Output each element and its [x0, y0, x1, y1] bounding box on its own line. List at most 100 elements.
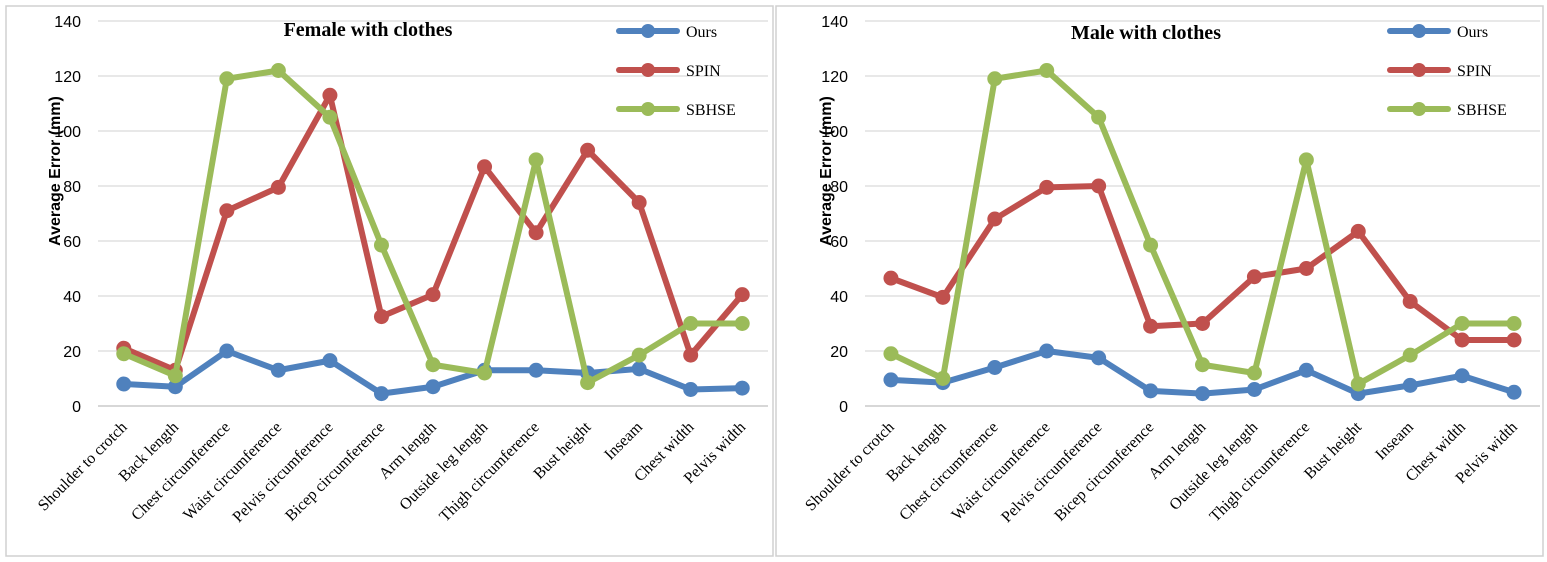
gridlines	[98, 20, 768, 352]
y-tick-label: 20	[830, 344, 848, 361]
y-tick-label: 120	[821, 69, 848, 86]
data-point-spin	[1350, 223, 1366, 239]
data-point-ours	[322, 353, 338, 369]
legend-marker-ours	[641, 24, 655, 38]
data-point-ours	[270, 362, 286, 378]
data-point-spin	[1195, 316, 1210, 331]
panel-frame	[5, 5, 774, 557]
data-point-spin	[1091, 178, 1107, 194]
data-point-spin	[683, 347, 699, 363]
data-point-ours	[1402, 377, 1418, 393]
data-point-sbhse	[734, 316, 750, 331]
data-point-ours	[219, 343, 235, 359]
data-point-spin	[883, 270, 899, 286]
data-point-spin	[987, 211, 1003, 227]
data-point-ours	[167, 379, 183, 395]
data-point-sbhse	[528, 152, 544, 168]
y-tick-label: 100	[821, 124, 848, 141]
y-tick-label: 0	[72, 399, 81, 416]
data-point-sbhse	[631, 347, 647, 363]
y-tick-label: 120	[54, 69, 81, 86]
data-point-sbhse	[580, 375, 596, 391]
data-point-spin	[1246, 269, 1262, 285]
data-point-sbhse	[883, 346, 899, 362]
legend: Ours SPIN SBHSE	[616, 24, 736, 119]
y-tick-label: 40	[830, 289, 848, 306]
data-point-sbhse	[425, 357, 441, 373]
data-point-sbhse	[1350, 376, 1366, 392]
series-ours	[883, 343, 1522, 402]
data-point-sbhse	[1143, 237, 1159, 253]
data-point-sbhse	[219, 71, 235, 87]
data-point-sbhse	[987, 71, 1003, 87]
data-point-ours	[631, 361, 647, 377]
data-point-sbhse	[1039, 63, 1055, 78]
y-axis-label: Average Error (mm)	[47, 96, 64, 246]
data-point-ours	[1246, 382, 1262, 397]
data-point-sbhse	[1091, 109, 1107, 125]
y-tick-label: 0	[839, 399, 848, 416]
data-point-ours	[987, 360, 1003, 375]
legend-marker-sbhse	[1412, 102, 1426, 116]
data-point-ours	[116, 376, 132, 392]
y-tick-label: 60	[63, 234, 81, 251]
legend-marker-ours	[1412, 24, 1426, 38]
data-point-sbhse	[477, 365, 493, 381]
y-tick-label: 60	[830, 234, 848, 251]
data-point-spin	[425, 287, 441, 303]
data-point-sbhse	[1298, 152, 1314, 168]
data-point-spin	[1039, 179, 1055, 195]
data-point-sbhse	[1402, 347, 1418, 363]
data-point-ours	[1039, 343, 1055, 359]
data-point-sbhse	[270, 63, 286, 78]
legend-label-ours: Ours	[1457, 24, 1488, 41]
data-point-ours	[373, 386, 389, 402]
series-sbhse	[883, 63, 1522, 392]
y-tick-label: 140	[54, 14, 81, 31]
y-tick-label: 40	[63, 289, 81, 306]
data-point-spin	[528, 225, 544, 241]
legend-marker-spin	[1412, 63, 1426, 77]
data-point-spin	[219, 203, 235, 219]
data-point-ours	[683, 382, 699, 397]
data-point-spin	[1402, 294, 1418, 309]
y-tick-label: 20	[63, 344, 81, 361]
legend-label-sbhse: SBHSE	[686, 102, 736, 119]
data-point-spin	[373, 309, 389, 325]
y-tick-label: 140	[821, 14, 848, 31]
data-point-spin	[1454, 332, 1470, 348]
data-point-ours	[528, 362, 544, 378]
y-tick-label: 80	[63, 179, 81, 196]
y-tick-label: 80	[830, 179, 848, 196]
legend-label-spin: SPIN	[1457, 63, 1492, 80]
legend-marker-spin	[641, 63, 655, 77]
data-point-ours	[1506, 384, 1522, 400]
data-point-sbhse	[167, 368, 183, 384]
series-sbhse	[116, 63, 750, 391]
legend: Ours SPIN SBHSE	[1387, 24, 1507, 119]
chart-title: Female with clothes	[284, 19, 453, 41]
data-point-spin	[580, 142, 596, 158]
data-point-spin	[631, 195, 647, 210]
legend-label-spin: SPIN	[686, 63, 721, 80]
data-point-spin	[935, 289, 951, 305]
data-point-ours	[1454, 368, 1470, 384]
series-spin	[883, 178, 1522, 348]
data-point-sbhse	[935, 371, 951, 386]
data-point-spin	[270, 179, 286, 195]
data-point-spin	[322, 87, 338, 103]
data-point-ours	[1195, 386, 1210, 402]
data-point-sbhse	[373, 237, 389, 253]
data-point-sbhse	[1246, 365, 1262, 381]
data-point-sbhse	[1506, 316, 1522, 331]
data-point-ours	[1091, 350, 1107, 366]
data-point-ours	[1143, 383, 1159, 399]
data-point-ours	[883, 372, 899, 388]
data-point-sbhse	[116, 346, 132, 362]
chart-title: Male with clothes	[1071, 22, 1221, 44]
data-point-ours	[425, 379, 441, 395]
legend-label-sbhse: SBHSE	[1457, 102, 1507, 119]
